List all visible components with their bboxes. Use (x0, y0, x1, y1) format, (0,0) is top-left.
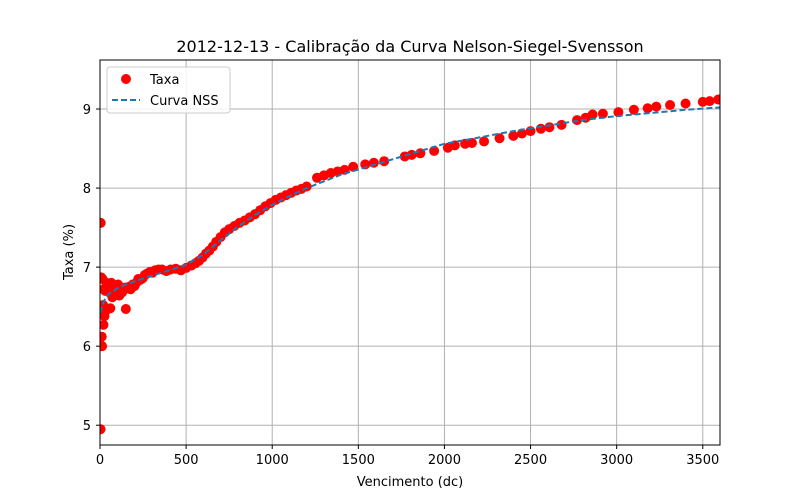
x-axis-label: Vencimento (dc) (357, 475, 464, 490)
x-tick-label: 500 (174, 453, 199, 468)
data-point (651, 101, 662, 112)
data-point (508, 130, 519, 141)
data-point (704, 96, 715, 107)
legend-frame (106, 66, 231, 114)
data-point (494, 133, 505, 144)
data-point (100, 319, 109, 330)
chart-title: 2012-12-13 - Calibração da Curva Nelson-… (176, 37, 643, 56)
x-tick-label: 1000 (256, 453, 289, 468)
y-tick-label: 9 (83, 103, 91, 118)
y-tick-label: 5 (83, 419, 91, 434)
legend: Taxa Curva NSS (106, 66, 231, 114)
data-point (587, 109, 598, 120)
data-point (597, 108, 608, 119)
x-tick-label: 1500 (342, 453, 375, 468)
data-point (100, 331, 107, 342)
data-point (642, 103, 653, 114)
data-point (628, 104, 639, 115)
data-point (665, 100, 676, 111)
data-point (360, 159, 371, 170)
data-point (544, 122, 555, 133)
data-point (348, 161, 359, 172)
x-tick-label: 2500 (514, 453, 547, 468)
series-taxa (100, 94, 720, 435)
x-tick-label: 0 (96, 453, 104, 468)
data-point (100, 341, 108, 352)
data-point (120, 304, 131, 315)
legend-label-taxa: Taxa (149, 73, 179, 88)
ticks: 0 500 1000 1500 2000 2500 3000 3500 5 6 7 8 9 (83, 103, 720, 468)
data-point (680, 98, 691, 109)
axes-frame (99, 59, 721, 446)
series-line-curva-nss (100, 106, 720, 314)
y-tick-label: 8 (83, 182, 91, 197)
data-point (713, 94, 720, 105)
y-tick-label: 7 (83, 261, 91, 276)
legend-label-curva-nss: Curva NSS (150, 94, 219, 109)
plot-area (100, 94, 720, 435)
y-tick-label: 6 (83, 340, 91, 355)
data-point (100, 424, 106, 435)
data-point (105, 303, 116, 314)
data-point (479, 136, 490, 147)
grid (99, 60, 720, 445)
data-point (100, 217, 106, 228)
y-axis-label: Taxa (%) (62, 224, 77, 281)
data-point (535, 123, 546, 134)
legend-marker-taxa (121, 74, 131, 84)
data-point (467, 138, 477, 149)
data-point (613, 107, 624, 118)
x-tick-label: 2000 (428, 453, 461, 468)
x-tick-label: 3000 (600, 453, 633, 468)
x-tick-label: 3500 (686, 453, 719, 468)
